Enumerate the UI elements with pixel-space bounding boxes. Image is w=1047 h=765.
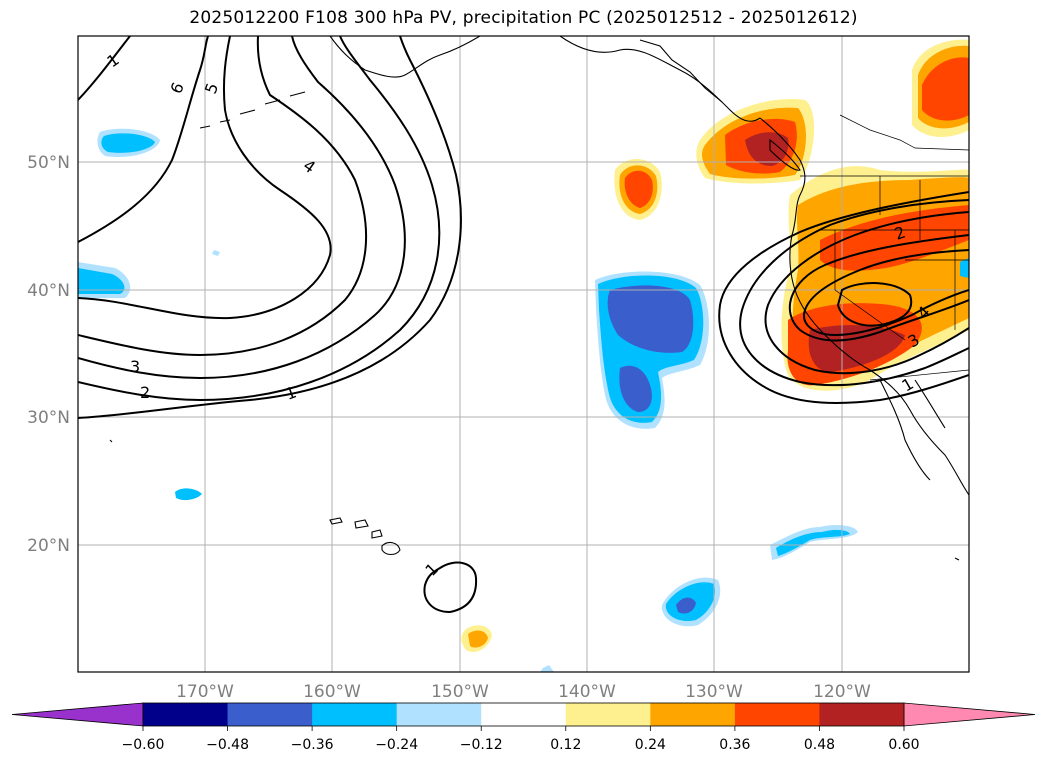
colorbar-bin: [819, 703, 905, 726]
colorbar-outline: [142, 702, 905, 727]
precip-negative-shading: [78, 128, 969, 672]
colorbar-bin: [734, 703, 820, 726]
map-frame: [77, 35, 970, 673]
colorbar-tick-label: 0.12: [550, 737, 581, 753]
colorbar-bin: [227, 703, 313, 726]
colorbar-bin: [396, 703, 482, 726]
colorbar-tick-label: 0.48: [804, 737, 835, 753]
colorbar-tick-label: −0.12: [460, 737, 503, 753]
colorbar-tick-label: 0.60: [888, 737, 919, 753]
lon-label: 130°W: [685, 682, 743, 702]
colorbar: −0.60 −0.48 −0.36 −0.24 −0.12 0.12 0.24 0.36 0.4…: [11, 702, 1036, 753]
latitude-labels: 50°N 40°N 30°N 20°N: [27, 153, 70, 556]
lon-label: 140°W: [558, 682, 616, 702]
colorbar-bin: [481, 703, 567, 726]
colorbar-tick-label: −0.36: [291, 737, 334, 753]
colorbar-bin: [312, 703, 398, 726]
colorbar-over-triangle: [903, 702, 1036, 727]
lon-label: 120°W: [813, 682, 871, 702]
colorbar-tick-label: 0.36: [719, 737, 750, 753]
colorbar-tick-label: −0.24: [375, 737, 418, 753]
contour-label: 2: [140, 383, 150, 402]
colorbar-tick-label: 0.24: [635, 737, 666, 753]
page-title: 2025012200 F108 300 hPa PV, precipitatio…: [189, 8, 858, 28]
lat-label: 50°N: [27, 153, 70, 173]
colorbar-tick-label: −0.48: [206, 737, 249, 753]
lat-label: 20°N: [27, 536, 70, 556]
longitude-labels: 170°W 160°W 150°W 140°W 130°W 120°W: [176, 682, 871, 702]
coastlines: [109, 36, 969, 561]
colorbar-tick-label: −0.60: [122, 737, 165, 753]
colorbar-under-triangle: [11, 702, 144, 727]
lon-label: 160°W: [303, 682, 361, 702]
colorbar-bin: [565, 703, 651, 726]
colorbar-bin: [143, 703, 229, 726]
lat-label: 30°N: [27, 408, 70, 428]
colorbar-bin: [650, 703, 736, 726]
contour-label: 3: [130, 357, 140, 376]
lat-label: 40°N: [27, 281, 70, 301]
map-area: 1 6 5 4 3 2 1 1 2 4 3 1: [78, 36, 969, 672]
lon-label: 150°W: [431, 682, 489, 702]
lon-label: 170°W: [176, 682, 234, 702]
pv-contours: [78, 36, 969, 614]
